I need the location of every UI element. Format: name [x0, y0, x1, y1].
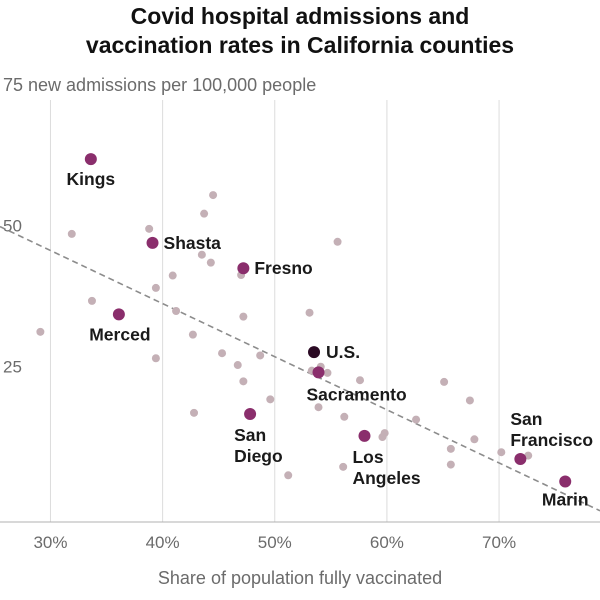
county-point: [206, 258, 215, 267]
county-point: [168, 271, 177, 280]
county-point: [172, 307, 181, 315]
county-point: [333, 237, 342, 246]
trend-layer: [0, 225, 600, 512]
county-point: [190, 408, 199, 417]
county-point: [380, 429, 389, 438]
county-label: San: [234, 425, 266, 445]
county-point: [209, 191, 218, 200]
county-point: [67, 229, 76, 238]
x-tick-label: 50%: [258, 533, 292, 552]
county-point: [256, 351, 265, 360]
county-label: San: [510, 409, 542, 429]
axis-layer: 30% 40% 50% 60% 70% 75 new admissions per 100…: [0, 75, 600, 552]
y-tick-label: 75 new admissions per 100,000 people: [3, 75, 316, 95]
highlight-point-fresno: [237, 262, 250, 275]
county-point: [284, 471, 293, 480]
chart-title-line-1: Covid hospital admissions and: [130, 3, 470, 29]
x-tick-label: 70%: [482, 533, 516, 552]
labels-layer: Kings Shasta Fresno Merced U.S. Sacramento San…: [67, 169, 594, 509]
county-label: Los: [352, 447, 383, 467]
county-point: [440, 377, 449, 386]
county-label: U.S.: [326, 342, 360, 362]
county-label: Francisco: [510, 430, 593, 450]
county-point: [314, 403, 323, 412]
county-point: [446, 444, 455, 453]
trend-line: [0, 225, 600, 512]
county-point: [239, 377, 248, 386]
county-point: [266, 395, 275, 404]
county-point: [200, 209, 209, 218]
county-point: [339, 462, 348, 471]
county-point: [497, 448, 506, 457]
county-point: [446, 460, 455, 469]
county-point: [470, 435, 479, 444]
county-point: [465, 396, 474, 405]
x-tick-label: 40%: [146, 533, 180, 552]
highlight-point-sacramento: [312, 366, 325, 379]
county-point: [197, 250, 206, 259]
highlight-point-merced: [112, 308, 125, 321]
county-point: [239, 312, 248, 321]
county-point: [151, 354, 160, 363]
highlight-point-los-angeles: [358, 429, 371, 442]
county-point: [356, 376, 364, 385]
county-point: [151, 283, 160, 292]
county-point: [340, 412, 349, 421]
points-layer: [36, 153, 572, 488]
county-label: Fresno: [254, 258, 312, 278]
x-axis-title: Share of population fully vaccinated: [158, 568, 442, 588]
chart-title: Covid hospital admissions and vaccinatio…: [0, 2, 600, 60]
y-tick-label: 25: [3, 357, 22, 376]
county-point: [218, 349, 227, 358]
county-label: Merced: [89, 324, 150, 344]
county-point: [305, 308, 314, 317]
county-label: Diego: [234, 446, 283, 466]
county-label: Marin: [542, 489, 589, 509]
county-point: [412, 415, 421, 424]
county-label: Sacramento: [307, 384, 407, 404]
county-point: [524, 451, 533, 460]
county-label: Angeles: [352, 468, 420, 488]
county-point: [323, 368, 332, 377]
highlight-point-shasta: [146, 236, 159, 249]
highlight-point-marin: [559, 475, 572, 488]
y-tick-label: 50: [3, 217, 22, 236]
county-point: [87, 296, 96, 305]
highlight-point-san-francisco: [514, 452, 527, 465]
county-point: [233, 361, 242, 370]
x-tick-label: 30%: [33, 533, 67, 552]
county-label: Shasta: [164, 233, 222, 253]
highlight-point-u-s: [308, 346, 321, 359]
county-point: [188, 330, 197, 339]
county-point: [36, 327, 45, 336]
x-tick-label: 60%: [370, 533, 404, 552]
county-point: [145, 224, 154, 233]
chart-title-line-2: vaccination rates in California counties: [85, 32, 515, 58]
highlight-point-san-diego: [244, 407, 257, 420]
highlight-point-kings: [84, 153, 97, 166]
county-label: Kings: [67, 169, 116, 189]
